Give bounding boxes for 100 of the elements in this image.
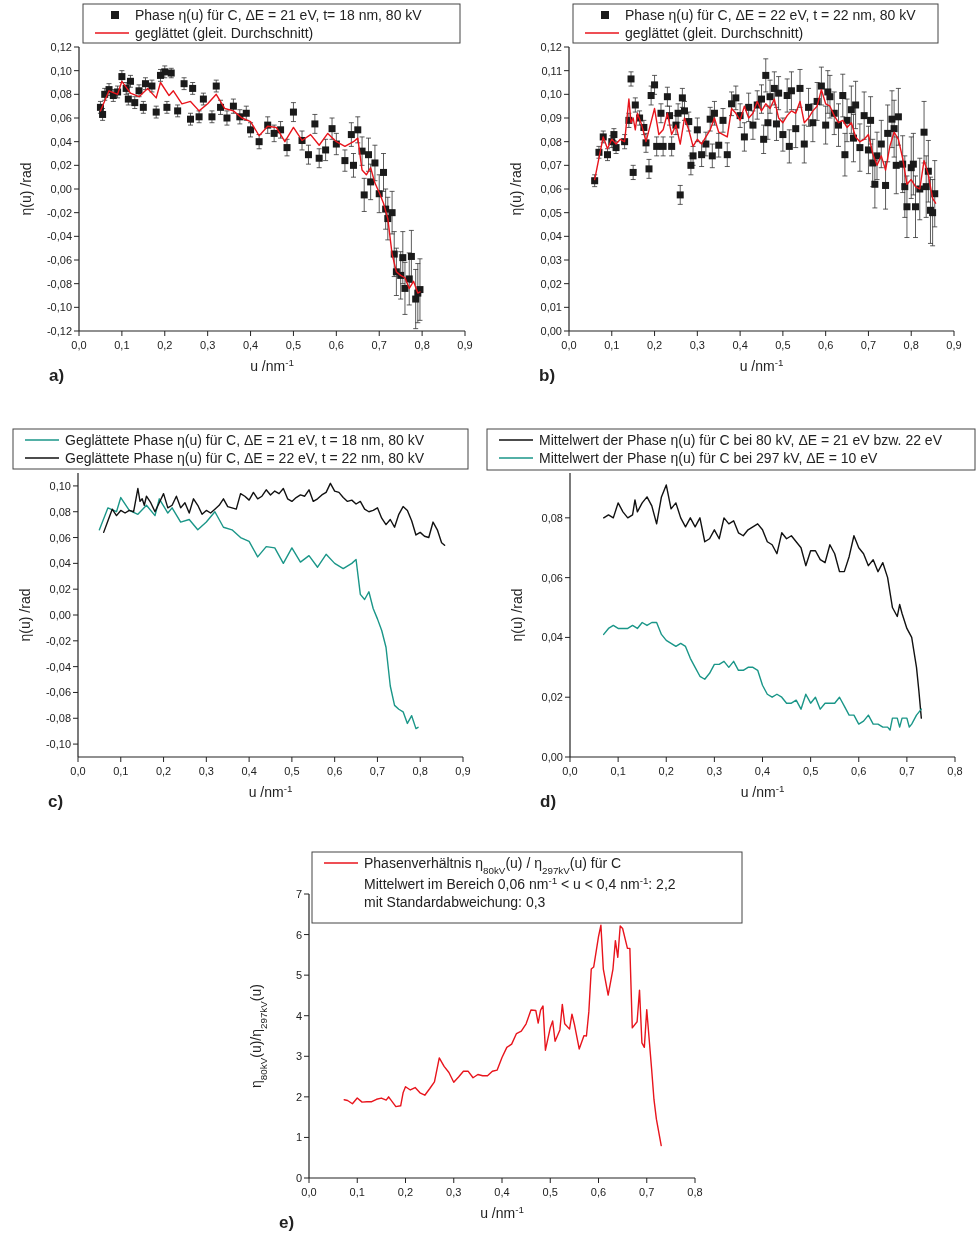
x-axis-title: u /nm$^{-1}$ <box>250 356 294 374</box>
x-tick-label: 0,1 <box>610 765 626 777</box>
text: b) <box>539 366 556 385</box>
y-tick-label: -0,12 <box>46 325 72 337</box>
x-tick-label: 0,8 <box>687 1186 703 1198</box>
x-tick-label: 0,0 <box>70 765 86 777</box>
y-tick-label: 0,02 <box>49 583 71 596</box>
x-tick-label: 0,7 <box>639 1186 655 1198</box>
y-tick-label: 0 <box>295 1172 302 1184</box>
line-series <box>602 484 923 719</box>
x-tick-label: 0,1 <box>113 765 129 777</box>
y-tick-label: 0,07 <box>540 159 562 172</box>
y-tick-label: 0,00 <box>541 751 563 763</box>
legend-label: Phasenverhältnis η$_{80kV}$(u) / η$_{297kV}$(u) für C <box>364 855 622 876</box>
y-tick-label: -0,10 <box>45 738 71 751</box>
x-tick-label: 0,6 <box>328 339 344 351</box>
x-tick-label: 0,1 <box>349 1186 365 1198</box>
x-tick-label: 0,6 <box>590 1186 607 1198</box>
x-tick-label: 0,7 <box>860 339 877 351</box>
y-tick-label: 0,08 <box>50 88 72 101</box>
y-tick-label: 0,08 <box>49 505 71 518</box>
y-tick-label: 2 <box>295 1090 302 1103</box>
x-tick-label: 0,7 <box>369 765 386 777</box>
x-axis-title: u /nm$^{-1}$ <box>248 782 293 800</box>
y-tick-label: 3 <box>295 1050 302 1063</box>
line-series <box>102 482 446 546</box>
x-tick-label: 0,2 <box>157 339 173 351</box>
x-tick-label: 0,2 <box>397 1186 414 1198</box>
y-tick-label: 0,01 <box>540 301 562 314</box>
y-tick-label: 0,00 <box>50 183 72 195</box>
y-axis-title: η(u) /rad <box>18 162 34 216</box>
x-tick-label: 0,5 <box>802 765 819 777</box>
y-tick-label: -0,08 <box>46 277 72 290</box>
x-tick-label: 0,4 <box>241 765 257 777</box>
y-tick-label: 0,02 <box>540 277 562 290</box>
x-axis-title: u /nm$^{-1}$ <box>480 1203 524 1221</box>
x-tick-label: 0,8 <box>412 765 428 777</box>
legend-label: Mittelwert der Phase η(u) für C bei 80 kV, ΔE = 21 eV bzw. 22 eV <box>539 432 943 448</box>
x-tick-label: 0,3 <box>706 765 723 777</box>
x-tick-label: 0,3 <box>689 339 705 351</box>
x-tick-label: 0,8 <box>947 765 963 777</box>
legend-label: Geglättete Phase η(u) für C, ΔE = 21 eV, t = 18 nm, 80 kV <box>65 432 425 448</box>
y-tick-label: 0,02 <box>50 159 72 172</box>
x-tick-label: 0,9 <box>946 339 962 351</box>
x-tick-label: 0,9 <box>455 765 471 777</box>
x-tick-label: 0,8 <box>903 339 919 351</box>
y-tick-label: -0,06 <box>46 254 72 266</box>
y-tick-label: 0,12 <box>50 41 72 53</box>
x-tick-label: 0,4 <box>242 339 259 351</box>
y-tick-label: -0,02 <box>45 634 71 647</box>
x-tick-label: 0,1 <box>604 339 620 351</box>
y-tick-label: -0,10 <box>46 301 72 314</box>
y-tick-label: 0,12 <box>540 41 562 53</box>
x-tick-label: 0,8 <box>414 339 430 351</box>
x-tick-label: 0,2 <box>646 339 663 351</box>
y-tick-label: 0,06 <box>541 571 563 584</box>
y-tick-label: 5 <box>295 969 302 982</box>
x-tick-label: 0,5 <box>775 339 791 351</box>
x-tick-label: 0,5 <box>542 1186 558 1198</box>
y-tick-label: -0,04 <box>45 660 71 673</box>
y-tick-label: 0,03 <box>540 254 562 266</box>
line-series <box>98 496 419 730</box>
y-tick-label: 0,08 <box>540 135 562 148</box>
y-tick-label: 7 <box>295 888 302 900</box>
x-tick-label: 0,6 <box>818 339 834 351</box>
x-tick-label: 0,3 <box>198 765 214 777</box>
y-tick-label: 0,04 <box>541 631 563 644</box>
x-tick-label: 0,6 <box>327 765 343 777</box>
y-axis-title: η(u) /rad <box>17 588 33 642</box>
y-tick-label: 0,06 <box>50 112 72 124</box>
y-tick-label: 0,05 <box>540 206 562 219</box>
x-tick-label: 0,7 <box>899 765 915 777</box>
text: d) <box>540 792 557 811</box>
x-axis-title: u /nm$^{-1}$ <box>740 782 785 800</box>
y-axis-title: η(u) /rad <box>509 588 525 642</box>
y-tick-label: 4 <box>295 1009 302 1022</box>
y-tick-label: 1 <box>295 1131 302 1144</box>
y-tick-label: -0,02 <box>46 206 72 219</box>
x-tick-label: 0,1 <box>114 339 130 351</box>
y-axis-title: η(u) /rad <box>508 162 524 216</box>
y-tick-label: 6 <box>295 928 302 941</box>
y-tick-label: -0,08 <box>45 712 71 725</box>
x-tick-label: 0,5 <box>284 765 300 777</box>
legend-label: geglättet (gleit. Durchschnitt) <box>135 25 314 41</box>
y-tick-label: 0,10 <box>50 64 72 77</box>
y-tick-label: -0,04 <box>46 230 72 243</box>
y-tick-label: 0,02 <box>541 691 563 704</box>
y-tick-label: 0,00 <box>540 325 562 337</box>
x-tick-label: 0,0 <box>561 339 577 351</box>
x-tick-label: 0,2 <box>155 765 172 777</box>
x-tick-label: 0,7 <box>371 339 387 351</box>
y-tick-label: 0,10 <box>49 479 71 492</box>
y-tick-label: 0,06 <box>540 183 562 195</box>
x-tick-label: 0,3 <box>200 339 216 351</box>
legend-label: Geglättete Phase η(u) für C, ΔE = 22 eV, t = 22 nm, 80 kV <box>65 450 425 466</box>
legend-label: Mittelwert der Phase η(u) für C bei 297 kV, ΔE = 10 eV <box>539 450 879 466</box>
legend-label: Phase η(u) für C, ΔE = 21 eV, t= 18 nm, 80 kV <box>135 7 423 23</box>
y-tick-label: 0,11 <box>541 64 562 77</box>
y-tick-label: 0,04 <box>49 557 71 570</box>
x-tick-label: 0,0 <box>301 1186 317 1198</box>
